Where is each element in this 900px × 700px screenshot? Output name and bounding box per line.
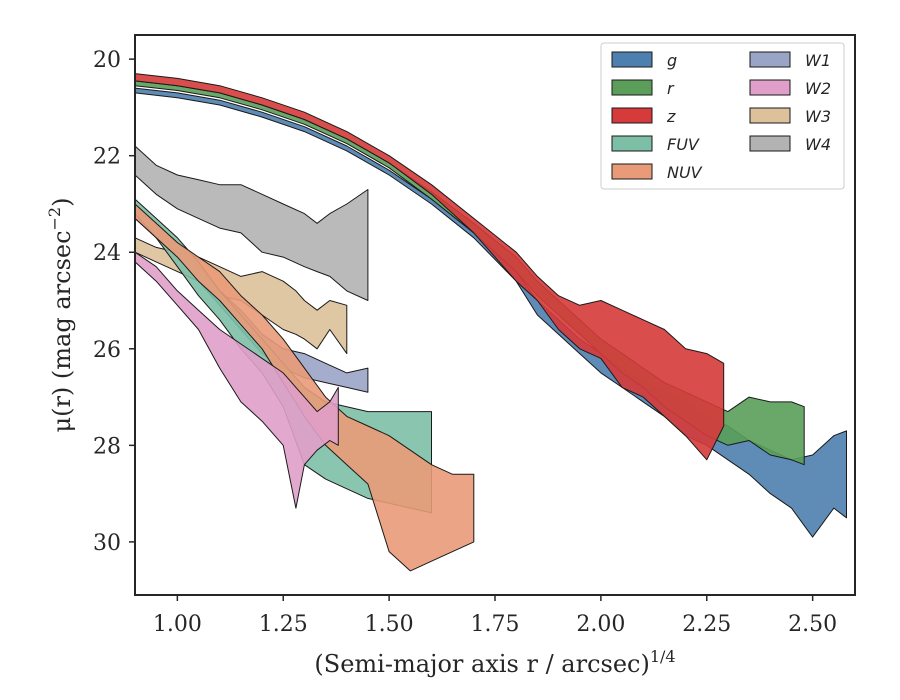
legend-label-w2: W2 <box>805 79 831 98</box>
y-tick-label: 30 <box>93 531 121 556</box>
legend-label-r: r <box>667 79 675 98</box>
legend-label-w4: W4 <box>805 135 831 154</box>
legend-swatch-w2 <box>749 79 791 96</box>
x-axis-ticks: 1.00 1.25 1.50 1.75 2.00 2.25 2.50 <box>153 595 837 637</box>
band-nuv <box>134 203 475 572</box>
legend-swatch-g <box>611 51 653 68</box>
y-tick-label: 26 <box>93 338 121 363</box>
x-tick-label: 1.00 <box>153 612 202 637</box>
y-tick-label: 24 <box>93 241 121 266</box>
legend-label-w3: W3 <box>805 107 831 126</box>
x-tick-label: 2.50 <box>788 612 837 637</box>
y-tick-label: 22 <box>93 145 121 170</box>
x-tick-label: 1.75 <box>471 612 520 637</box>
y-axis-title-tail: ) <box>48 198 76 207</box>
legend-label-g: g <box>667 51 677 70</box>
x-axis-title: (Semi-major axis r / arcsec)1/4 <box>314 647 675 678</box>
x-tick-label: 2.00 <box>576 612 625 637</box>
band-w2 <box>134 251 339 509</box>
y-axis-title-main: μ(r) (mag arcsec <box>48 230 76 432</box>
legend-swatch-w4 <box>749 135 791 152</box>
x-tick-label: 2.25 <box>682 612 731 637</box>
legend-label-w1: W1 <box>805 51 831 70</box>
x-axis-title-exponent: 1/4 <box>650 647 676 666</box>
x-axis-title-main: (Semi-major axis r / arcsec) <box>314 650 649 678</box>
legend-swatch-nuv <box>611 163 653 180</box>
x-tick-label: 1.50 <box>365 612 414 637</box>
legend-label-fuv: FUV <box>667 135 700 154</box>
legend-swatch-r <box>611 79 653 96</box>
legend-label-nuv: NUV <box>667 163 703 182</box>
y-axis-ticks: 20 22 24 26 28 30 <box>93 48 135 556</box>
y-tick-label: 28 <box>93 434 121 459</box>
x-tick-label: 1.25 <box>259 612 308 637</box>
legend-label-z: z <box>666 107 676 126</box>
band-z <box>134 73 725 461</box>
legend-swatch-z <box>611 107 653 124</box>
band-w4 <box>134 145 369 301</box>
y-axis-title-exponent: −2 <box>45 207 64 231</box>
y-axis-title: μ(r) (mag arcsec−2) <box>45 198 76 433</box>
legend-swatch-w1 <box>749 51 791 68</box>
legend-swatch-w3 <box>749 107 791 124</box>
legend-swatch-fuv <box>611 135 653 152</box>
y-tick-label: 20 <box>93 48 121 73</box>
legend: grz FUV NUV W1 W2 W3 W4 <box>600 42 845 190</box>
bands-layer <box>134 73 847 572</box>
